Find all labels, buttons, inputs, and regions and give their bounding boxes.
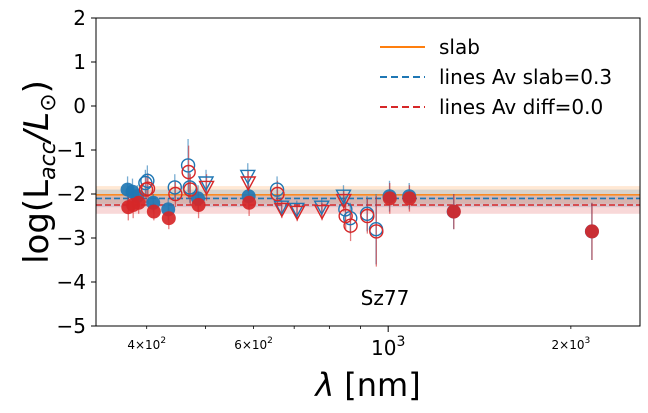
data-point [270,186,285,202]
data-point [313,204,331,221]
y-tick-label: 1 [73,50,86,74]
data-point [446,204,461,219]
data-point [343,218,358,233]
data-point [131,195,146,210]
data-point [168,186,183,202]
data-point [146,204,161,219]
data-point [273,202,291,218]
data-point [335,193,352,210]
legend-label: slab [439,35,480,59]
plot-frame [95,17,641,327]
x-axis-label: λ [nm] [313,366,420,404]
data-markers [120,158,599,239]
x-minor-tick-label: 6×102 [234,336,273,352]
y-tick-label: −1 [57,138,86,162]
x-minor-tick-label: 2×103 [552,336,591,352]
y-tick-label: −3 [57,226,86,250]
y-axis: 2 1 0 −1 −2 −3 −4 −5 [57,6,96,338]
data-point [360,208,375,224]
x-minor-tick-label: 4×102 [127,336,166,352]
data-point [289,205,306,221]
data-point [198,180,215,196]
data-point [288,202,305,218]
legend-label: lines Av slab=0.3 [439,65,612,89]
data-point [335,189,352,205]
y-tick-label: −5 [57,314,86,338]
y-tick-label: −4 [57,270,86,294]
data-point [242,195,257,210]
data-point [140,173,155,189]
y-tick-label: −2 [57,182,86,206]
data-point [338,202,353,217]
data-point [181,164,196,180]
data-point [183,182,198,197]
x-tick-label: 103 [371,334,405,360]
annotation-label: Sz77 [361,286,410,310]
x-axis: 103 4×102 6×102 2×103 [127,326,590,360]
data-point [382,191,397,206]
data-point [197,176,215,192]
data-point [584,224,599,239]
data-point [161,211,176,226]
data-point [369,224,384,239]
y-tick-label: 2 [73,6,86,30]
data-point [313,200,330,216]
data-point [240,176,257,192]
legend-label: lines Av diff=0.0 [439,95,603,119]
legend: slab lines Av slab=0.3 lines Av diff=0.0 [380,35,612,119]
y-axis-label: log(Lacc/L⊙) [17,80,61,264]
data-point [402,191,417,206]
data-point [140,181,156,196]
data-point [167,180,182,195]
data-point [191,198,206,212]
data-point [180,158,196,173]
y-tick-label: 0 [73,94,86,118]
data-point [269,182,285,197]
